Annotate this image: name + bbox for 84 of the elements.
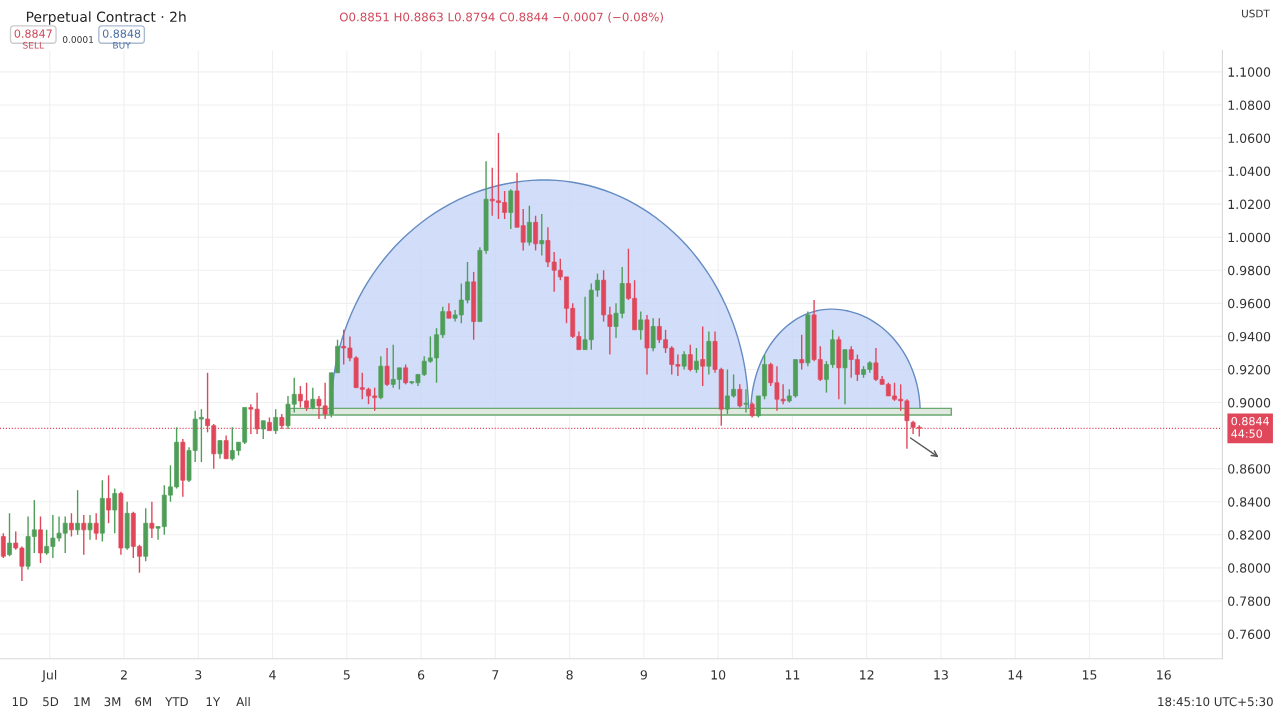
text: 0.8848 bbox=[102, 29, 141, 38]
candlestick bbox=[799, 334, 805, 371]
text: 6M bbox=[135, 697, 151, 707]
ref-line-label: 0.8844 bbox=[1231, 416, 1269, 426]
y-tick-label: 0.7600 bbox=[1228, 629, 1271, 639]
text: YTD bbox=[165, 697, 188, 706]
x-tick-label: 14 bbox=[1008, 670, 1023, 680]
x-tick-label: 16 bbox=[1157, 670, 1171, 680]
candlestick bbox=[217, 439, 223, 460]
y-tick-label: 1.0600 bbox=[1228, 133, 1271, 143]
x-tick-label: 7 bbox=[492, 670, 499, 680]
y-tick-label: 1.0200 bbox=[1228, 199, 1271, 210]
candlestick bbox=[638, 310, 644, 341]
candlestick bbox=[81, 514, 87, 556]
candlestick bbox=[260, 420, 266, 440]
y-tick-label: 0.9200 bbox=[1228, 364, 1271, 375]
text: 0.0001 bbox=[62, 36, 94, 43]
y-tick-label: 1.0000 bbox=[1228, 232, 1271, 243]
y-tick-label: 0.8000 bbox=[1228, 563, 1271, 573]
candlestick bbox=[223, 434, 229, 460]
x-tick-label: 12 bbox=[860, 670, 874, 680]
candlestick bbox=[384, 347, 390, 387]
chart-title: Perpetual Contract · 2h bbox=[26, 11, 186, 25]
candlestick bbox=[38, 515, 43, 564]
y-tick-label: 0.9400 bbox=[1228, 331, 1271, 342]
candlestick bbox=[69, 512, 74, 538]
text: 1M bbox=[74, 697, 90, 706]
candlestick bbox=[650, 317, 656, 352]
candlestick bbox=[87, 514, 93, 541]
y-tick-label: 1.0400 bbox=[1228, 166, 1271, 177]
x-tick-label: 11 bbox=[785, 670, 800, 680]
y-tick-label: 0.7800 bbox=[1228, 596, 1271, 606]
x-tick-label: 4 bbox=[269, 670, 276, 680]
y-tick-label: 0.9000 bbox=[1228, 398, 1271, 408]
x-tick-label: 15 bbox=[1082, 670, 1097, 680]
x-tick-label: 6 bbox=[417, 670, 425, 680]
y-tick-label: 0.9600 bbox=[1228, 298, 1271, 309]
candlestick bbox=[75, 489, 80, 536]
y-tick-label: 0.8200 bbox=[1228, 530, 1271, 540]
x-tick-label: 3 bbox=[195, 670, 202, 680]
text: 18:45:10 UTC+5:30 bbox=[1158, 697, 1273, 707]
candlestick bbox=[737, 383, 743, 409]
candlestick bbox=[700, 325, 706, 387]
candlestick bbox=[526, 205, 532, 247]
candlestick bbox=[842, 348, 848, 405]
x-tick-label: 13 bbox=[934, 670, 948, 680]
candlestick bbox=[539, 213, 545, 257]
text: 5D bbox=[43, 697, 59, 707]
x-tick-label: 9 bbox=[640, 670, 647, 680]
candlestick bbox=[0, 532, 6, 559]
text: 0.8847 bbox=[14, 29, 52, 38]
chart-subtitle: O0.8851 H0.8863 L0.8794 C0.8844 −0.0007 (−0.08%) bbox=[339, 12, 663, 23]
x-tick-label: Jul bbox=[41, 669, 57, 682]
candlestick bbox=[403, 363, 409, 386]
text: USDT bbox=[1242, 9, 1270, 18]
candlestick bbox=[310, 386, 316, 410]
y-tick-label: 0.9800 bbox=[1228, 265, 1271, 276]
x-tick-label: 5 bbox=[343, 670, 350, 680]
text: 3M bbox=[104, 697, 121, 707]
candlestick bbox=[533, 215, 538, 252]
candlestick bbox=[743, 388, 749, 414]
y-tick-label: 0.8600 bbox=[1228, 464, 1271, 474]
candlestick bbox=[508, 188, 514, 230]
candlestick bbox=[694, 347, 699, 374]
x-tick-label: 10 bbox=[711, 670, 726, 680]
y-tick-label: 1.1000 bbox=[1228, 67, 1271, 77]
text: 1D bbox=[12, 697, 28, 706]
text: 1Y bbox=[206, 697, 221, 706]
text: BUY bbox=[113, 41, 131, 49]
candlestick bbox=[93, 512, 99, 541]
text: 44:50 bbox=[1231, 429, 1263, 438]
x-tick-label: 2 bbox=[120, 670, 127, 680]
candlestick bbox=[681, 350, 687, 371]
candlestick bbox=[687, 343, 693, 372]
candlestick bbox=[106, 474, 111, 524]
x-tick-label: 8 bbox=[566, 670, 573, 680]
text: All bbox=[236, 697, 250, 706]
text: SELL bbox=[23, 41, 44, 49]
y-tick-label: 1.0800 bbox=[1228, 100, 1271, 110]
y-tick-label: 0.8400 bbox=[1228, 497, 1271, 507]
candlestick bbox=[273, 408, 279, 435]
candlestick bbox=[149, 501, 155, 539]
candlestick bbox=[7, 512, 12, 557]
candlestick bbox=[112, 487, 118, 534]
